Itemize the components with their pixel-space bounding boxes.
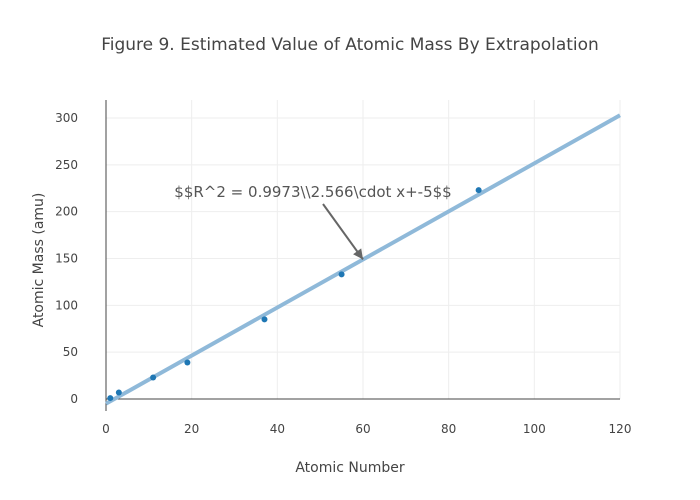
ticks-layer: 0 20 40 60 80 100 120 0 50 100 150 200 250 300 [55,111,631,436]
annotation-layer: $$R^2 = 0.9973\\2.566\cdot x+-5$$ [174,183,452,261]
y-axis-title: Atomic Mass (amu) [31,193,47,328]
x-tick-label: 0 [102,422,110,436]
x-axis-title: Atomic Number [295,460,405,476]
x-tick-label: 60 [355,422,370,436]
data-point [184,359,191,366]
data-point [475,187,482,194]
y-tick-label: 50 [63,345,78,359]
data-point [338,271,345,278]
data-point [261,316,268,323]
data-point [107,395,114,402]
chart-axes [105,100,620,411]
y-tick-label: 200 [55,205,78,219]
fit-line [105,113,621,406]
y-tick-label: 300 [55,111,78,125]
x-tick-label: 20 [184,422,199,436]
data-point [150,374,157,381]
x-tick-label: 120 [609,422,632,436]
x-tick-label: 80 [441,422,456,436]
y-tick-label: 150 [55,252,78,266]
chart-grid [106,100,621,399]
annotation-arrow [322,203,364,261]
points-layer [107,187,482,402]
fit-line-layer [105,113,621,406]
annotation-text: $$R^2 = 0.9973\\2.566\cdot x+-5$$ [174,183,451,201]
x-tick-label: 40 [270,422,285,436]
y-tick-label: 0 [70,392,78,406]
y-tick-label: 100 [55,298,78,312]
annotation-arrowhead [353,248,363,260]
y-tick-label: 250 [55,158,78,172]
chart-title: Figure 9. Estimated Value of Atomic Mass… [101,35,599,55]
data-point [115,389,122,396]
x-tick-label: 100 [523,422,546,436]
